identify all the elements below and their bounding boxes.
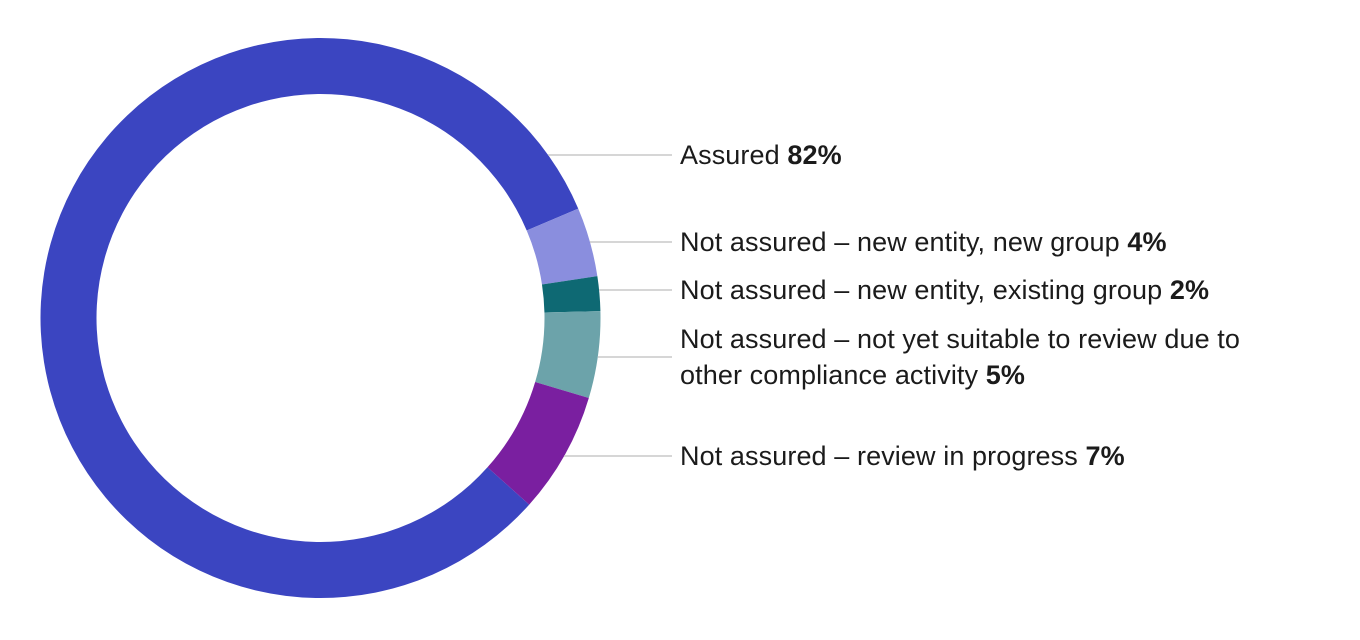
segment-label-text: Not assured – not yet suitable to review… bbox=[680, 324, 1241, 390]
donut-segment-2 bbox=[526, 208, 598, 285]
segment-value: 2% bbox=[1169, 275, 1210, 305]
donut-segment-3 bbox=[541, 276, 601, 313]
segment-value: 7% bbox=[1085, 441, 1125, 471]
segment-label-1: Assured 82% bbox=[680, 137, 842, 173]
donut-segment-5 bbox=[487, 381, 589, 505]
segment-label-text: Not assured – review in progress bbox=[680, 441, 1086, 471]
donut-segment-4 bbox=[535, 311, 601, 398]
segment-value: 82% bbox=[787, 140, 842, 170]
segment-label-text: Assured bbox=[680, 140, 788, 170]
segment-label-5: Not assured – review in progress 7% bbox=[680, 438, 1125, 474]
segment-label-2: Not assured – new entity, new group 4% bbox=[680, 224, 1167, 260]
segment-label-4: Not assured – not yet suitable to review… bbox=[680, 321, 1280, 393]
segment-label-3: Not assured – new entity, existing group… bbox=[680, 272, 1209, 308]
segment-label-text: Not assured – new entity, new group bbox=[680, 227, 1128, 257]
segment-value: 5% bbox=[985, 360, 1025, 390]
segment-label-text: Not assured – new entity, existing group bbox=[680, 275, 1170, 305]
segment-value: 4% bbox=[1127, 227, 1167, 257]
